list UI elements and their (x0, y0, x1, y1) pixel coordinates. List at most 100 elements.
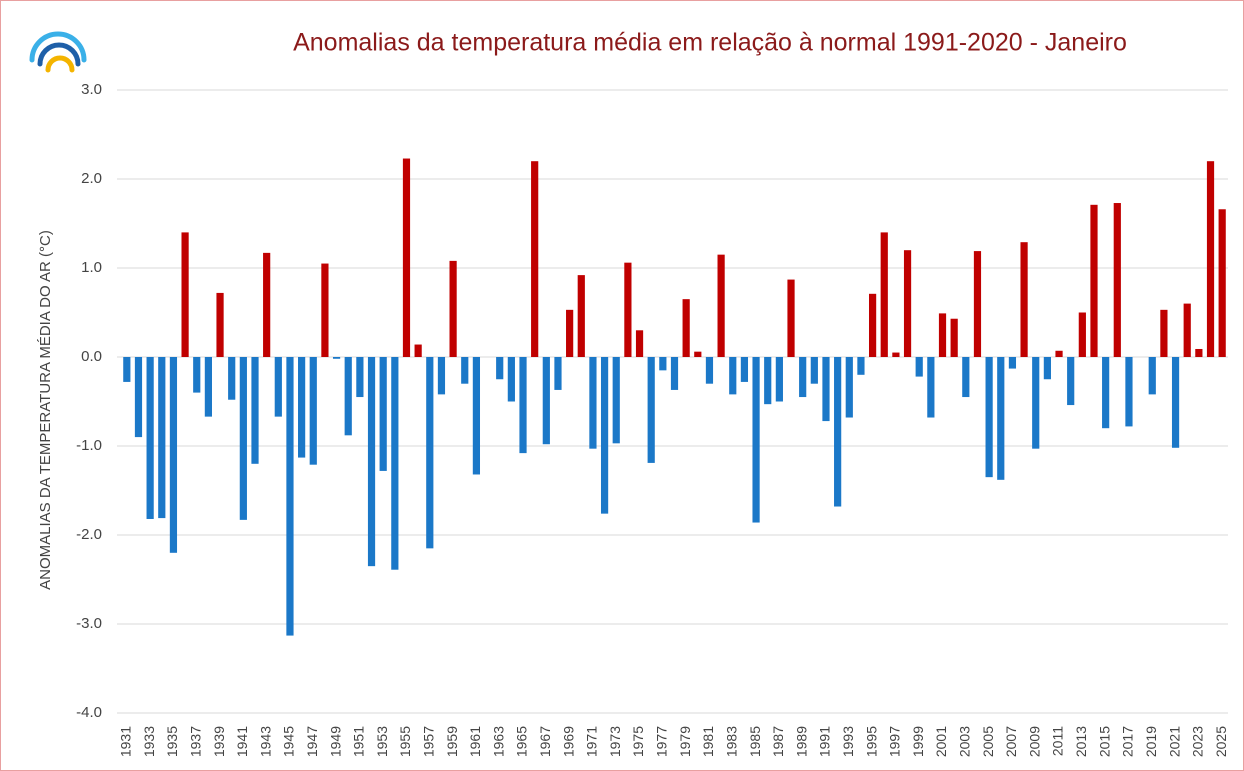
y-tick-label: -4.0 (76, 704, 102, 721)
y-tick-label: 2.0 (81, 170, 102, 187)
x-tick-label: 1969 (560, 726, 576, 757)
bar (146, 357, 154, 519)
x-tick-label: 1951 (351, 726, 367, 757)
bar (1008, 357, 1017, 369)
x-tick-label: 1997 (887, 726, 903, 757)
x-tick-label: 1981 (700, 726, 716, 757)
x-tick-label: 1943 (257, 726, 273, 757)
x-tick-label: 1945 (281, 726, 297, 757)
bar (670, 357, 679, 390)
bar (810, 357, 818, 384)
y-axis-label: ANOMALIAS DA TEMPERATURA MÉDIA DO AR (°C… (37, 230, 54, 590)
bar (298, 357, 306, 458)
bar (740, 357, 749, 382)
bar (379, 357, 387, 471)
bar (263, 252, 271, 357)
bar (903, 250, 912, 357)
bar (542, 357, 550, 445)
y-tick-label: 3.0 (81, 81, 102, 98)
y-tick-label: 0.0 (81, 348, 102, 365)
bar (1067, 357, 1075, 406)
bar (880, 232, 888, 357)
y-tick-label: -3.0 (76, 615, 102, 632)
bar (589, 357, 597, 449)
bar (1102, 357, 1110, 429)
bar (647, 357, 655, 463)
bar (799, 357, 807, 398)
bar (216, 292, 224, 357)
bar (1055, 350, 1063, 357)
bar (1183, 303, 1191, 357)
bar (973, 251, 982, 357)
bar (682, 299, 690, 357)
x-tick-label: 1955 (397, 726, 413, 757)
chart-title: Anomalias da temperatura média em relaçã… (293, 29, 1127, 57)
bar (344, 357, 352, 436)
x-tick-label: 1949 (327, 726, 343, 757)
bar (600, 357, 609, 514)
x-tick-label: 2009 (1026, 726, 1042, 757)
bar (169, 357, 178, 553)
x-tick-label: 1983 (723, 726, 739, 757)
bar (857, 357, 865, 375)
bar (635, 330, 644, 357)
bar (694, 351, 702, 357)
bar (239, 357, 247, 520)
x-tick-label: 1989 (793, 726, 809, 757)
bar (985, 357, 993, 478)
x-tick-label: 1975 (630, 726, 646, 757)
bar (705, 357, 714, 384)
bar (426, 357, 434, 549)
bar (1160, 309, 1168, 357)
x-tick-label: 1991 (817, 726, 833, 757)
bar (566, 309, 574, 357)
bar (391, 357, 399, 570)
bar (332, 357, 341, 359)
bar (868, 293, 877, 357)
x-tick-label: 2015 (1096, 726, 1112, 757)
bar (1020, 242, 1028, 357)
x-tick-label: 2003 (957, 726, 973, 757)
bar (1090, 204, 1098, 357)
bar (1113, 203, 1121, 357)
x-tick-label: 2001 (933, 726, 949, 757)
bar (134, 357, 143, 438)
bar (228, 357, 236, 400)
bar (531, 161, 539, 357)
bar (204, 357, 212, 417)
bar (437, 357, 446, 395)
x-tick-label: 1985 (747, 726, 763, 757)
bar (845, 357, 853, 418)
bar (822, 357, 830, 422)
x-tick-label: 1977 (654, 726, 670, 757)
bar (158, 357, 166, 519)
x-tick-label: 1965 (514, 726, 530, 757)
bar (461, 357, 469, 384)
bar (193, 357, 201, 393)
bar (496, 357, 504, 380)
bar (1206, 161, 1215, 357)
y-tick-label: 1.0 (81, 259, 102, 276)
bar (659, 357, 667, 371)
x-tick-label: 1963 (490, 726, 506, 757)
x-tick-label: 1931 (118, 726, 134, 757)
bar (286, 357, 294, 636)
x-tick-label: 1995 (863, 726, 879, 757)
x-tick-label: 2005 (980, 726, 996, 757)
x-tick-label: 1957 (420, 726, 436, 757)
bar (321, 263, 329, 357)
x-tick-label: 2013 (1073, 726, 1089, 757)
bar (577, 275, 585, 357)
x-tick-label: 1947 (304, 726, 320, 757)
bar (717, 254, 725, 357)
bar (274, 357, 282, 417)
bar (752, 357, 760, 523)
x-tick-label: 1967 (537, 726, 553, 757)
x-tick-label: 1935 (164, 726, 180, 757)
bar (1218, 209, 1226, 357)
bar (997, 357, 1005, 480)
x-tick-label: 2021 (1166, 726, 1182, 757)
x-tick-label: 1993 (840, 726, 856, 757)
bar (1148, 357, 1156, 395)
